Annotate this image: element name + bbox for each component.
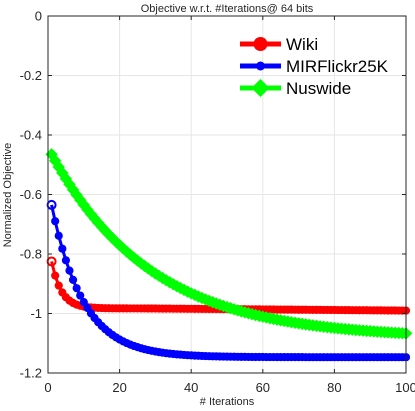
y-tick-label: -0.2 (20, 68, 42, 83)
data-point (54, 281, 63, 290)
tick-layer: 0 20 40 60 80 100 0 -0.2 -0.4 -0.6 -0.8 -1 -1.2 (20, 9, 415, 396)
series-layer (45, 148, 413, 362)
x-tick-label: 80 (327, 380, 341, 395)
y-tick-label: 0 (35, 9, 42, 24)
y-tick-label: -0.8 (20, 247, 42, 262)
data-point (61, 256, 71, 265)
y-tick-label: -1 (30, 306, 42, 321)
y-tick-label: -1.2 (20, 366, 42, 381)
series-mirflickr25k (46, 199, 411, 362)
legend-item-wiki: Wiki (240, 35, 318, 54)
legend-marker (256, 61, 265, 71)
legend-label: MIRFlickr25K (286, 57, 389, 76)
legend: Wiki MIRFlickr25K Nuswide (240, 35, 389, 98)
legend-marker (253, 37, 268, 51)
x-tick-label: 40 (184, 380, 198, 395)
x-axis-label: # Iterations (200, 396, 255, 408)
y-tick-label: -0.6 (20, 187, 42, 202)
data-point (58, 244, 67, 253)
x-tick-label: 60 (256, 380, 270, 395)
x-tick-label: 0 (44, 380, 51, 395)
x-tick-label: 100 (395, 380, 415, 395)
chart-title: Objective w.r.t. #Iterations@ 64 bits (141, 3, 314, 15)
series-nuswide (45, 148, 413, 340)
y-tick-label: -0.4 (20, 128, 42, 143)
legend-label: Wiki (286, 35, 318, 54)
grid-lines (48, 16, 406, 373)
data-point (51, 217, 60, 226)
legend-marker (251, 79, 270, 97)
data-point (79, 298, 88, 307)
y-axis-label: Normalized Objective (2, 143, 14, 248)
x-tick-label: 20 (112, 380, 126, 395)
data-point (72, 284, 81, 293)
data-point (51, 271, 60, 280)
legend-item-mirflickr25k: MIRFlickr25K (240, 57, 389, 76)
legend-label: Nuswide (286, 79, 351, 98)
data-point (65, 266, 74, 275)
data-point (68, 275, 78, 285)
data-point (76, 291, 85, 300)
data-point (54, 231, 63, 240)
legend-item-nuswide: Nuswide (240, 79, 351, 98)
